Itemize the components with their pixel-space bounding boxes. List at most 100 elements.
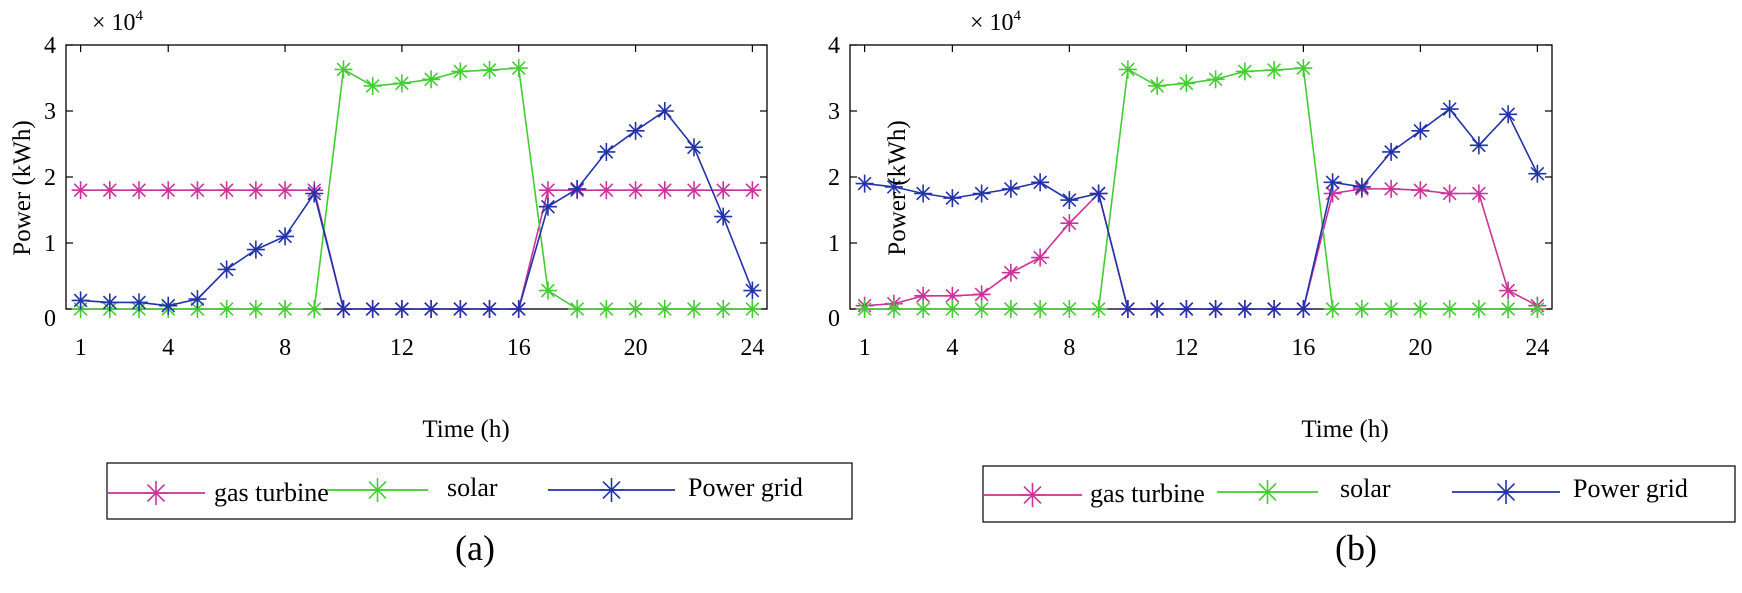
point-solar-18-b	[1352, 300, 1371, 318]
point-power-grid-2-b	[884, 177, 903, 196]
point-solar-21-b	[1440, 300, 1459, 318]
y-tick-label-0-a: 0	[44, 306, 56, 332]
legend-marker-gas-turbine-a	[144, 481, 168, 505]
point-gas-turbine-3-a	[130, 181, 149, 200]
point-solar-7-b	[1031, 300, 1050, 318]
y-tick-label-2-b: 2	[828, 165, 840, 191]
point-solar-6-a	[217, 300, 236, 318]
point-power-grid-21-a	[655, 102, 674, 120]
legend-box-a	[106, 462, 853, 520]
x-tick-label-24-b: 24	[1525, 335, 1549, 361]
legend-swatch-power-grid-b	[1452, 480, 1560, 504]
point-power-grid-17-b	[1323, 173, 1342, 192]
legend-marker-gas-turbine-b	[1020, 483, 1045, 507]
legend-label-power-grid-a: Power grid	[688, 473, 803, 502]
point-solar-5-a	[188, 300, 207, 318]
panel-label-b: (b)	[1335, 528, 1377, 568]
point-gas-turbine-23-b	[1499, 281, 1518, 300]
point-power-grid-14-a	[451, 300, 470, 318]
point-gas-turbine-17-a	[538, 181, 557, 200]
point-solar-6-b	[1001, 300, 1020, 318]
point-solar-9-a	[305, 300, 324, 318]
point-solar-19-b	[1382, 300, 1401, 318]
y-tick-label-1-b: 1	[828, 231, 840, 257]
series-line-solar-b	[864, 67, 1538, 310]
point-solar-7-a	[246, 300, 265, 318]
point-gas-turbine-7-a	[246, 181, 265, 200]
legend-box-b	[982, 465, 1736, 523]
point-power-grid-21-b	[1440, 100, 1459, 119]
point-solar-8-a	[276, 300, 295, 318]
point-gas-turbine-4-b	[943, 286, 962, 305]
point-power-grid-11-a	[363, 300, 382, 318]
point-solar-12-b	[1177, 74, 1196, 93]
x-tick-label-4-a: 4	[162, 335, 174, 361]
point-gas-turbine-22-b	[1469, 184, 1488, 203]
point-gas-turbine-5-b	[972, 285, 991, 304]
point-solar-10-a	[334, 60, 353, 79]
point-power-grid-16-a	[509, 300, 528, 318]
panel-label-a: (a)	[455, 528, 495, 568]
y-axis-label-a: Power (kWh)	[9, 120, 36, 255]
point-power-grid-7-b	[1031, 173, 1050, 192]
point-solar-2-b	[884, 300, 903, 318]
point-power-grid-4-a	[159, 296, 178, 315]
y-tick-label-3-a: 3	[44, 99, 56, 125]
point-power-grid-1-b	[855, 174, 874, 193]
x-tick-label-24-a: 24	[740, 335, 764, 361]
x-axis-label-b: Time (h)	[1301, 416, 1388, 443]
point-solar-11-b	[1148, 76, 1167, 95]
point-power-grid-4-b	[943, 189, 962, 208]
point-power-grid-10-a	[334, 300, 353, 318]
point-power-grid-13-b	[1206, 300, 1225, 318]
series-line-solar-a	[80, 67, 753, 310]
point-solar-13-b	[1206, 70, 1225, 89]
point-solar-13-a	[422, 70, 441, 89]
point-power-grid-9-b	[1089, 184, 1108, 203]
point-solar-17-a	[538, 281, 557, 300]
point-solar-14-a	[451, 62, 470, 81]
point-power-grid-22-a	[684, 138, 703, 157]
point-solar-9-b	[1089, 300, 1108, 318]
y-tick-label-4-a: 4	[44, 33, 56, 59]
point-gas-turbine-7-b	[1031, 248, 1050, 267]
point-power-grid-3-a	[130, 293, 149, 312]
point-power-grid-10-b	[1118, 300, 1137, 318]
point-power-grid-8-b	[1060, 191, 1079, 210]
point-power-grid-2-a	[100, 293, 119, 312]
legend-label-gas-turbine-b: gas turbine	[1090, 479, 1205, 508]
x-axis-label-a: Time (h)	[422, 416, 509, 443]
point-solar-20-a	[626, 300, 645, 318]
legend-marker-solar-b	[1255, 480, 1280, 504]
point-power-grid-15-b	[1265, 300, 1284, 318]
point-solar-16-b	[1294, 59, 1313, 78]
legend-label-power-grid-b: Power grid	[1573, 474, 1688, 503]
point-solar-1-b	[855, 300, 874, 318]
point-gas-turbine-19-a	[597, 181, 616, 200]
point-solar-15-b	[1265, 61, 1284, 80]
point-power-grid-6-b	[1001, 179, 1020, 198]
point-solar-24-b	[1528, 300, 1547, 318]
point-power-grid-23-b	[1499, 105, 1518, 124]
point-power-grid-9-a	[305, 184, 324, 203]
y-multiplier-a: × 104	[92, 8, 144, 36]
x-tick-label-8-a: 8	[279, 335, 291, 361]
point-solar-15-a	[480, 61, 499, 80]
point-solar-5-b	[972, 300, 991, 318]
x-tick-label-1-a: 1	[75, 335, 87, 361]
x-tick-label-16-a: 16	[507, 335, 531, 361]
point-gas-turbine-19-b	[1382, 179, 1401, 198]
point-gas-turbine-22-a	[684, 181, 703, 200]
point-solar-23-a	[714, 300, 733, 318]
point-gas-turbine-5-a	[188, 181, 207, 200]
point-power-grid-16-b	[1294, 300, 1313, 318]
point-power-grid-8-a	[276, 227, 295, 246]
point-power-grid-13-a	[422, 300, 441, 318]
series-line-gas-turbine-b	[864, 188, 1538, 310]
point-power-grid-6-a	[217, 260, 236, 279]
point-power-grid-12-b	[1177, 300, 1196, 318]
point-power-grid-20-b	[1411, 121, 1430, 140]
